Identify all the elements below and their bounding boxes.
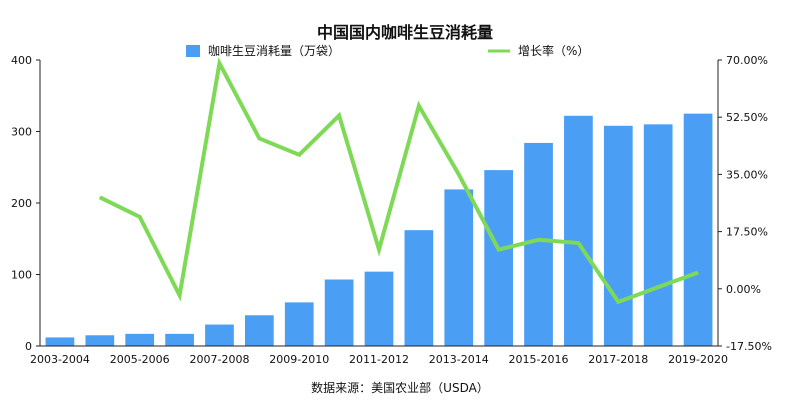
bar-2006-2007 <box>165 333 194 346</box>
bar-2008-2009 <box>245 315 274 346</box>
growth-point-2005-2006 <box>139 216 141 218</box>
bar-2018-2019 <box>643 124 673 346</box>
x-tick-label-2017-2018: 2017-2018 <box>588 353 648 366</box>
y-right-tick-label--17.50%: -17.50% <box>726 340 772 353</box>
y-right-tick-label-70.00%: 70.00% <box>726 54 768 67</box>
bar-series <box>45 113 713 347</box>
y-right-tick-label-52.50%: 52.50% <box>726 111 768 124</box>
growth-point-2019-2020 <box>697 271 699 273</box>
chart-title: 中国国内咖啡生豆消耗量 <box>317 23 493 42</box>
growth-point-2010-2011 <box>338 115 340 117</box>
x-tick-label-2009-2010: 2009-2010 <box>269 353 329 366</box>
bar-2011-2012 <box>364 271 394 346</box>
source-note: 数据来源：美国农业部（USDA） <box>311 380 489 395</box>
bar-2010-2011 <box>324 279 354 346</box>
y-left-tick-label-300: 300 <box>11 126 32 139</box>
growth-point-2012-2013 <box>418 105 420 107</box>
bar-2003-2004 <box>45 337 75 346</box>
x-tick-label-2007-2008: 2007-2008 <box>189 353 249 366</box>
growth-rate-line <box>98 57 699 305</box>
growth-point-2013-2014 <box>458 173 460 175</box>
y-left-tick-label-0: 0 <box>25 340 32 353</box>
y-right-tick-label-0.00%: 0.00% <box>726 283 761 296</box>
growth-point-2007-2008 <box>218 62 220 64</box>
y-left-tick-label-400: 400 <box>11 54 32 67</box>
bar-2004-2005 <box>85 335 115 346</box>
x-axis-ticks: 2003-2004 2005-2006 2007-2008 2009-2010 2011… <box>30 353 728 366</box>
growth-point-2008-2009 <box>258 137 260 139</box>
bar-2017-2018 <box>603 125 633 346</box>
x-tick-label-2005-2006: 2005-2006 <box>110 353 170 366</box>
growth-point-2006-2007 <box>179 294 181 296</box>
x-tick-label-2015-2016: 2015-2016 <box>509 353 569 366</box>
y-right-tick-label-35.00%: 35.00% <box>726 168 768 181</box>
x-tick-label-2003-2004: 2003-2004 <box>30 353 90 366</box>
y-right-axis-ticks: -17.50% 0.00% 17.50% 35.00% 52.50% 70.00% <box>718 54 772 353</box>
legend: 咖啡生豆消耗量（万袋） 增长率（%） <box>186 43 589 58</box>
legend-label-growth: 增长率（%） <box>518 43 589 58</box>
y-left-axis-ticks: 0 100 200 300 400 <box>11 54 40 353</box>
bar-2009-2010 <box>284 302 314 346</box>
bar-2007-2008 <box>205 324 234 346</box>
bar-2016-2017 <box>564 115 593 347</box>
bar-2014-2015 <box>484 170 514 346</box>
y-right-tick-label-17.50%: 17.50% <box>726 226 768 239</box>
legend-swatch-consumption <box>186 45 200 57</box>
growth-point-2009-2010 <box>298 154 300 156</box>
growth-point-2017-2018 <box>617 301 619 303</box>
line-series <box>98 57 699 305</box>
growth-point-2018-2019 <box>657 286 659 288</box>
bar-2015-2016 <box>524 142 553 346</box>
legend-label-consumption: 咖啡生豆消耗量（万袋） <box>208 43 340 58</box>
bar-2019-2020 <box>683 113 713 347</box>
x-tick-label-2011-2012: 2011-2012 <box>349 353 409 366</box>
bar-2005-2006 <box>125 333 155 346</box>
bar-2013-2014 <box>444 189 474 346</box>
growth-point-2016-2017 <box>577 242 579 244</box>
growth-point-2004-2005 <box>99 196 101 198</box>
x-tick-label-2019-2020: 2019-2020 <box>668 353 728 366</box>
x-tick-label-2013-2014: 2013-2014 <box>429 353 489 366</box>
growth-point-2015-2016 <box>538 239 540 241</box>
y-left-tick-label-100: 100 <box>11 269 32 282</box>
y-left-tick-label-200: 200 <box>11 197 32 210</box>
growth-point-2014-2015 <box>498 249 500 251</box>
bar-2012-2013 <box>404 230 434 346</box>
growth-point-2011-2012 <box>378 249 380 251</box>
